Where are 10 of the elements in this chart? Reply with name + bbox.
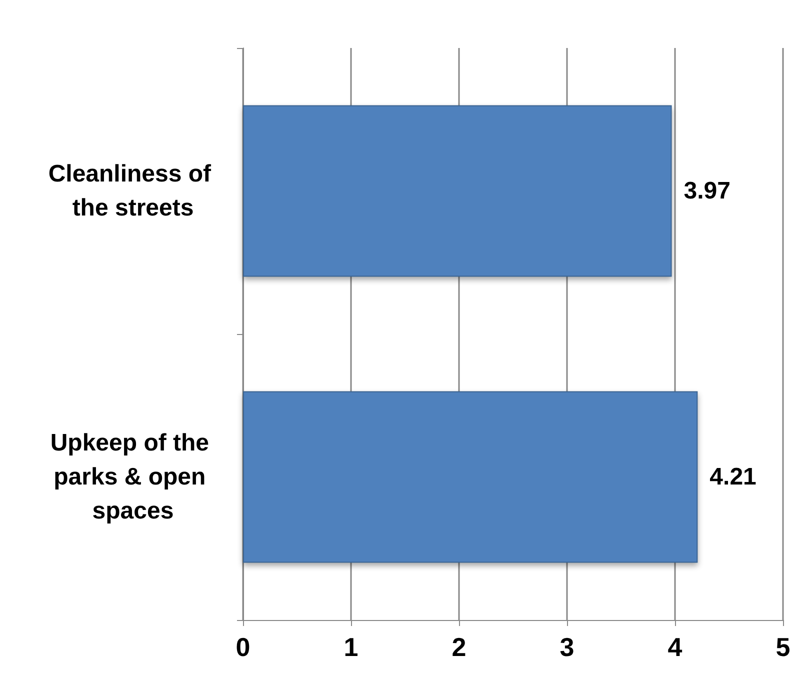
x-tick-label: 4: [668, 632, 683, 662]
y-tick-label: Cleanliness of the streets: [48, 160, 218, 222]
x-tick-label: 2: [452, 632, 466, 662]
y-tick-label: Upkeep of the parks & open spaces: [50, 430, 216, 524]
x-tick-label: 3: [560, 632, 574, 662]
data-label: 3.97: [684, 178, 730, 204]
data-label: 4.21: [710, 464, 756, 490]
x-tick-label: 0: [236, 632, 250, 662]
x-tick-label: 5: [776, 632, 790, 662]
x-tick-label: 1: [344, 632, 358, 662]
